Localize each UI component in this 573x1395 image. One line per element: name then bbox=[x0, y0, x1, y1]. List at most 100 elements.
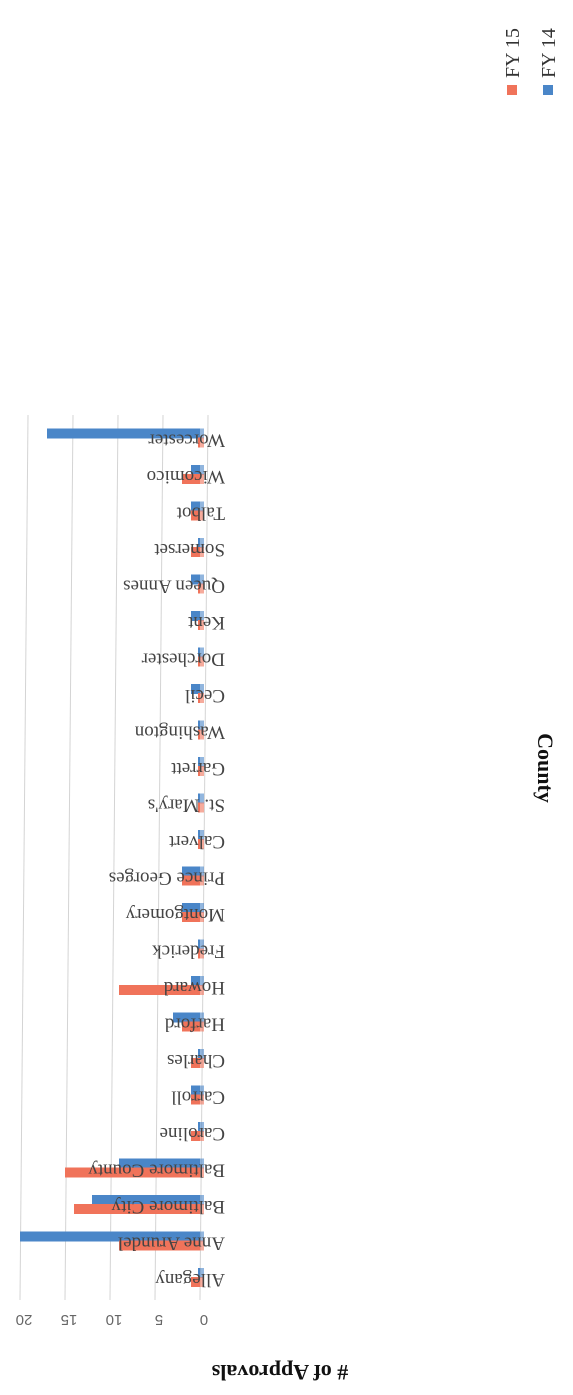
category-label: Caroline bbox=[160, 1123, 225, 1144]
bar-depth bbox=[200, 1204, 204, 1214]
category-label: St. Mary's bbox=[148, 795, 225, 816]
bar-depth bbox=[200, 793, 204, 804]
bar bbox=[198, 948, 200, 959]
bar bbox=[198, 656, 200, 667]
bar bbox=[191, 976, 200, 986]
gridline bbox=[199, 414, 209, 1301]
category-label: Allegany bbox=[155, 1269, 225, 1290]
y-tick-label: 15 bbox=[61, 1311, 78, 1328]
bar-depth bbox=[200, 1049, 204, 1059]
category-label: Calvert bbox=[168, 831, 225, 852]
y-axis-label: # of Approvals bbox=[211, 1360, 348, 1385]
bar-depth bbox=[200, 510, 204, 521]
bar-depth bbox=[200, 1268, 204, 1278]
category-label: Prince Georges bbox=[109, 868, 225, 889]
bar-depth bbox=[200, 766, 204, 776]
category-label: Garrett bbox=[170, 758, 225, 779]
y-tick-label: 10 bbox=[106, 1311, 123, 1328]
bar bbox=[198, 757, 200, 767]
y-tick-label: 20 bbox=[16, 1311, 33, 1328]
bar bbox=[191, 1085, 200, 1096]
category-label: Charles bbox=[167, 1050, 225, 1071]
bar bbox=[198, 939, 200, 950]
bar-depth bbox=[200, 948, 204, 959]
bar bbox=[198, 1122, 200, 1132]
bar bbox=[191, 574, 200, 585]
bar-depth bbox=[200, 501, 204, 512]
bar bbox=[198, 1049, 200, 1059]
bar bbox=[198, 1268, 200, 1278]
bar-depth bbox=[200, 1085, 204, 1096]
bar bbox=[182, 474, 200, 484]
bar-depth bbox=[200, 720, 204, 731]
bar-depth bbox=[200, 647, 204, 658]
bar-depth bbox=[200, 1131, 204, 1141]
bar bbox=[198, 766, 200, 776]
bar-depth bbox=[200, 1277, 204, 1287]
bar bbox=[182, 903, 200, 913]
bar-depth bbox=[200, 912, 204, 922]
bar-depth bbox=[200, 729, 204, 740]
bar-depth bbox=[200, 428, 204, 439]
category-label: Anne Arundel bbox=[118, 1233, 225, 1254]
category-label: Montgomery bbox=[125, 904, 225, 925]
bar-depth bbox=[200, 583, 204, 594]
bar bbox=[198, 793, 200, 804]
bar-depth bbox=[200, 830, 204, 840]
legend-label: FY 14 bbox=[538, 28, 560, 78]
bar bbox=[198, 839, 200, 849]
bar-depth bbox=[200, 693, 204, 703]
bar-depth bbox=[200, 839, 204, 849]
category-labels: Allegany Anne Arundel Baltimore City Baltim… bbox=[88, 430, 225, 1291]
bar-depth bbox=[200, 574, 204, 585]
y-tick-label: 5 bbox=[155, 1311, 163, 1328]
bar-depth bbox=[200, 757, 204, 767]
category-label: Cecil bbox=[185, 685, 225, 706]
legend: FY 14 FY 15 bbox=[502, 28, 560, 95]
bar bbox=[191, 1058, 200, 1068]
bar bbox=[182, 875, 200, 886]
category-label: Dorchester bbox=[141, 649, 225, 670]
bar bbox=[173, 1012, 200, 1023]
x-axis-label: County bbox=[533, 733, 558, 803]
legend-label: FY 15 bbox=[502, 28, 524, 78]
bar-depth bbox=[200, 620, 204, 630]
bar-depth bbox=[200, 903, 204, 913]
category-label: Worcester bbox=[148, 430, 225, 451]
bar bbox=[119, 985, 200, 995]
y-ticks: 0 5 10 15 20 bbox=[16, 1311, 209, 1328]
bars bbox=[20, 428, 204, 1287]
bar-depth bbox=[200, 1122, 204, 1132]
bar bbox=[47, 428, 200, 439]
category-label: Talbot bbox=[176, 503, 225, 524]
bar-depth bbox=[200, 1021, 204, 1032]
bar bbox=[74, 1204, 200, 1214]
bar bbox=[191, 1277, 200, 1287]
category-label: Carroll bbox=[171, 1087, 225, 1108]
category-label: Wicomico bbox=[147, 466, 225, 487]
bar-depth bbox=[200, 437, 204, 448]
bar bbox=[92, 1195, 200, 1205]
bar-depth bbox=[200, 1231, 204, 1242]
gridline bbox=[109, 414, 119, 1301]
bar bbox=[191, 611, 200, 621]
bar-depth bbox=[200, 976, 204, 986]
bar bbox=[20, 1231, 200, 1242]
bar-depth bbox=[200, 474, 204, 484]
bar bbox=[191, 510, 200, 521]
bar bbox=[191, 1094, 200, 1105]
bar bbox=[191, 684, 200, 694]
bar-depth bbox=[200, 1167, 204, 1178]
bar bbox=[198, 437, 200, 448]
bar-depth bbox=[200, 465, 204, 475]
bar-depth bbox=[200, 1094, 204, 1105]
bar-depth bbox=[200, 538, 204, 548]
category-label: Frederick bbox=[152, 941, 225, 962]
gridline bbox=[64, 414, 74, 1301]
bar-depth bbox=[200, 1240, 204, 1251]
bar bbox=[191, 1131, 200, 1141]
bar bbox=[65, 1167, 200, 1178]
bar bbox=[198, 693, 200, 703]
bar-depth bbox=[200, 1058, 204, 1068]
